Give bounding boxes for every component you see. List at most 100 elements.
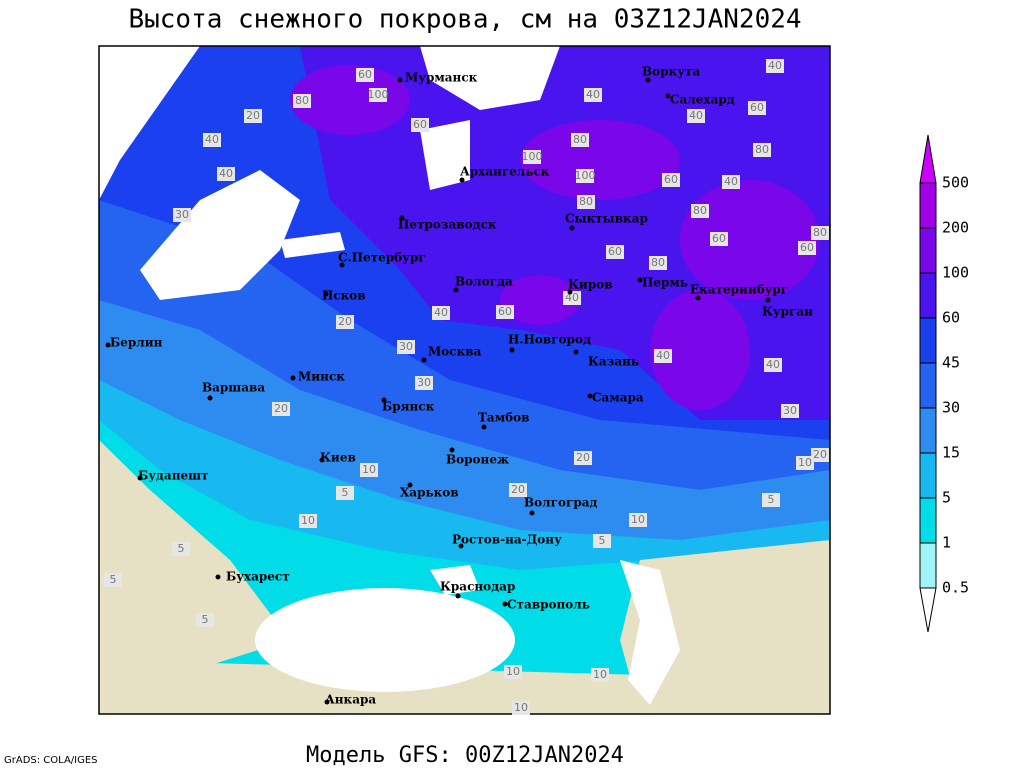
contour-label: 10 <box>506 665 520 678</box>
contour-label-box <box>336 486 354 500</box>
contour-label: 60 <box>498 305 512 318</box>
snow-zone <box>680 180 820 300</box>
city-dot <box>459 177 465 183</box>
contour-label: 10 <box>593 668 607 681</box>
contour-label-box <box>411 118 429 132</box>
colorbar-label: 200 <box>942 219 969 237</box>
contour-label-box <box>173 208 191 222</box>
city-dot <box>502 601 508 607</box>
contour-label: 40 <box>205 133 219 146</box>
city-label: Волгоград <box>524 496 597 510</box>
contour-label-box <box>748 101 766 115</box>
contour-label-box <box>563 291 581 305</box>
contour-label: 80 <box>651 256 665 269</box>
sea <box>620 560 680 705</box>
contour-label-box <box>293 94 311 108</box>
city-dot <box>481 424 487 430</box>
contour-label-box <box>710 232 728 246</box>
city-label: Анкара <box>325 693 376 707</box>
city-label: Тамбов <box>478 411 529 425</box>
sea <box>280 232 345 258</box>
colorbar-segment <box>920 453 936 498</box>
contour-label-box <box>796 456 814 470</box>
contour-label: 10 <box>631 513 645 526</box>
city-label: Петрозаводск <box>398 218 497 232</box>
contour-label: 10 <box>798 456 812 469</box>
colorbar-label: 30 <box>942 399 960 417</box>
contour-label: 80 <box>579 195 593 208</box>
contour-label: 40 <box>724 175 738 188</box>
city-dot <box>421 357 427 363</box>
city-label: Вологда <box>455 275 513 289</box>
colorbar-segment <box>920 183 936 228</box>
city-dot <box>339 262 345 268</box>
city-dot <box>207 395 213 401</box>
contour-label-box <box>336 315 354 329</box>
city-dot <box>399 215 405 221</box>
contour-label-box <box>299 514 317 528</box>
sea <box>140 170 300 300</box>
contour-label-box <box>781 404 799 418</box>
contour-label: 60 <box>712 232 726 245</box>
contour-label-box <box>203 133 221 147</box>
city-dot <box>645 77 651 83</box>
colorbar-segment <box>920 543 936 588</box>
contour-label-box <box>798 241 816 255</box>
contour-label-box <box>397 340 415 354</box>
colorbar-segment <box>920 318 936 363</box>
contour-label-box <box>606 245 624 259</box>
map-labels: 60 100 80 20 40 40 30 60 100 80 100 40 40 60 40 80 60 40 8… <box>104 59 829 715</box>
colorbar-segment <box>920 498 936 543</box>
contour-label-box <box>509 483 527 497</box>
city-label: Салехард <box>670 93 735 107</box>
contour-label: 60 <box>800 241 814 254</box>
contour-label: 20 <box>511 483 525 496</box>
city-label: Екатеринбург <box>690 283 788 297</box>
city-label: Воркута <box>642 65 700 79</box>
city-label: Ростов-на-Дону <box>452 533 562 547</box>
contour-label-box <box>662 173 680 187</box>
contour-label-box <box>753 143 771 157</box>
city-label: Брянск <box>382 400 435 414</box>
contour-label-box <box>691 204 709 218</box>
contour-label-box <box>360 463 378 477</box>
city-dot <box>324 699 330 705</box>
city-dot <box>587 393 593 399</box>
contour-label-box <box>764 358 782 372</box>
contour-label-box <box>722 175 740 189</box>
colorbar-under <box>919 587 937 633</box>
city-label: Н.Новгород <box>508 333 591 347</box>
contour-label: 10 <box>362 463 376 476</box>
snow-zone <box>500 275 580 325</box>
colorbar-over <box>919 134 937 184</box>
contour-label-box <box>432 306 450 320</box>
contour-label: 80 <box>693 204 707 217</box>
contour-label: 60 <box>413 118 427 131</box>
contour-label-box <box>811 226 829 240</box>
colorbar-label: 500 <box>942 174 969 192</box>
sea <box>430 565 480 595</box>
contour-label: 5 <box>768 493 775 506</box>
contour-label: 100 <box>575 169 596 182</box>
colorbar-segment <box>920 363 936 408</box>
contour-label: 5 <box>110 573 117 586</box>
contour-label-box <box>104 573 122 587</box>
contour-label: 40 <box>586 88 600 101</box>
contour-label: 5 <box>178 542 185 555</box>
city-label: Ставрополь <box>507 598 590 612</box>
city-label: Краснодар <box>440 580 515 594</box>
contour-label-box <box>196 613 214 627</box>
colorbar-segment <box>920 408 936 453</box>
city-label: Москва <box>428 345 482 359</box>
city-dot <box>573 349 579 355</box>
city-label: Псков <box>322 289 366 303</box>
contour-label-box <box>369 88 387 102</box>
contour-label: 20 <box>813 448 827 461</box>
contour-label-box <box>811 448 829 462</box>
contour-label: 40 <box>219 167 233 180</box>
land <box>620 540 830 714</box>
contour-label: 20 <box>274 402 288 415</box>
contour-label-box <box>649 256 667 270</box>
contour-label-box <box>244 109 262 123</box>
